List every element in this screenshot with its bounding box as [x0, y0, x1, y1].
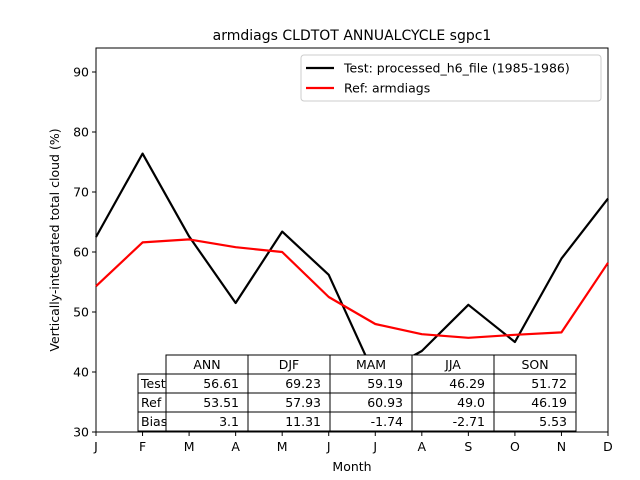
- table-test-ann: 56.61: [203, 376, 239, 391]
- x-tick-label: J: [93, 439, 98, 454]
- table-col-header-jja: JJA: [444, 357, 461, 372]
- table-row-bias-cell: [493, 411, 577, 432]
- table-ref-djf: 57.93: [285, 395, 321, 410]
- table-ref-ann: 53.51: [203, 395, 239, 410]
- legend-box: [300, 54, 602, 102]
- table-test-mam: 59.19: [367, 376, 403, 391]
- chart-title: armdiags CLDTOT ANNUALCYCLE sgpc1: [213, 28, 492, 44]
- series-line-test: [95, 152, 609, 378]
- x-tick-label: A: [418, 439, 427, 454]
- table-bias-mam: -1.74: [371, 414, 403, 429]
- y-tick-label: 80: [73, 125, 89, 140]
- table-ref-jja: 49.0: [457, 395, 485, 410]
- table-test-djf: 69.23: [285, 376, 321, 391]
- legend-label-test: Test: processed_h6_file (1985-1986): [343, 61, 570, 76]
- x-axis-label: Month: [332, 459, 371, 474]
- table-row-test-label: Test: [140, 376, 166, 391]
- x-tick-label: J: [326, 439, 331, 454]
- x-tick-label: M: [184, 439, 195, 454]
- plot-frame: [95, 47, 609, 433]
- legend-label-ref: Ref: armdiags: [344, 81, 430, 96]
- x-tick-label: F: [139, 439, 146, 454]
- x-tick-label: M: [277, 439, 288, 454]
- x-tick-label: D: [603, 439, 613, 454]
- y-tick-label: 30: [73, 425, 89, 440]
- table-bias-ann: 3.1: [219, 414, 239, 429]
- table-col-header-djf: DJF: [279, 357, 300, 372]
- y-tick-label: 70: [73, 185, 89, 200]
- table-test-jja: 46.29: [449, 376, 485, 391]
- legend: Test: processed_h6_file (1985-1986) Ref:…: [300, 54, 602, 102]
- table-bias-son: 5.53: [539, 414, 567, 429]
- table-bias-djf: 11.31: [285, 414, 321, 429]
- table-row-ref-label: Ref: [141, 395, 162, 410]
- table-row-bias-label: Bias: [141, 414, 167, 429]
- x-tick-label: N: [557, 439, 566, 454]
- table-ref-mam: 60.93: [367, 395, 403, 410]
- y-tick-label: 40: [73, 365, 89, 380]
- table-ref-son: 46.19: [531, 395, 567, 410]
- table-col-header-son: SON: [521, 357, 548, 372]
- table-bias-jja: -2.71: [453, 414, 485, 429]
- y-tick-label: 90: [73, 65, 89, 80]
- y-tick-label: 50: [73, 305, 89, 320]
- series-line-ref: [95, 238, 609, 339]
- x-tick-label: S: [464, 439, 472, 454]
- x-tick-label: J: [372, 439, 377, 454]
- series-layer: [95, 152, 609, 378]
- y-axis-label: Vertically-integrated total cloud (%): [47, 128, 62, 351]
- table-col-header-mam: MAM: [356, 357, 386, 372]
- x-tick-label: A: [231, 439, 240, 454]
- table-col-header-ann: ANN: [193, 357, 220, 372]
- table-test-son: 51.72: [531, 376, 567, 391]
- y-tick-label: 60: [73, 245, 89, 260]
- stats-table: ANN DJF MAM JJA SON Test 56.61 69.23 59.…: [137, 354, 577, 432]
- x-tick-label: O: [510, 439, 520, 454]
